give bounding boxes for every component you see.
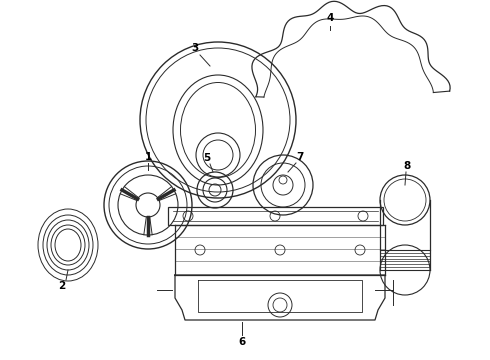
Bar: [168, 207, 383, 225]
Circle shape: [136, 193, 160, 217]
Text: 7: 7: [296, 152, 304, 162]
Text: 5: 5: [203, 153, 211, 163]
Text: 3: 3: [192, 43, 198, 53]
Text: 6: 6: [238, 337, 245, 347]
Text: 1: 1: [145, 152, 151, 162]
Text: 4: 4: [326, 13, 334, 23]
Text: 2: 2: [58, 281, 66, 291]
Text: 8: 8: [403, 161, 411, 171]
